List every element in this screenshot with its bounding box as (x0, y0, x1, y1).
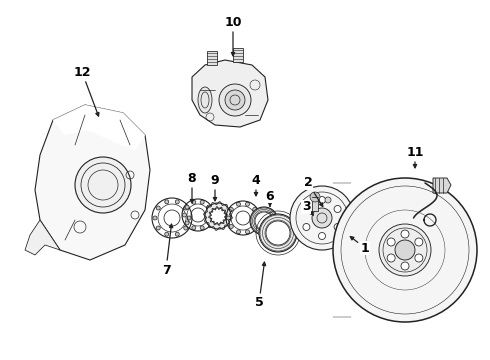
Circle shape (226, 216, 230, 220)
Circle shape (395, 240, 415, 260)
Circle shape (310, 192, 320, 202)
Circle shape (387, 238, 395, 246)
Text: 2: 2 (304, 176, 323, 207)
Text: 11: 11 (406, 145, 424, 168)
Text: 9: 9 (211, 174, 220, 201)
Polygon shape (433, 178, 451, 193)
Circle shape (250, 207, 278, 235)
Bar (233, 48, 243, 62)
Circle shape (229, 207, 233, 211)
Circle shape (312, 208, 332, 228)
Circle shape (237, 202, 241, 206)
Circle shape (205, 203, 231, 229)
Polygon shape (25, 220, 60, 255)
Circle shape (318, 197, 325, 203)
Circle shape (207, 221, 211, 225)
Circle shape (165, 200, 169, 204)
Text: 8: 8 (188, 171, 196, 203)
Circle shape (185, 205, 189, 209)
Circle shape (245, 230, 249, 234)
Circle shape (387, 254, 395, 262)
Circle shape (255, 212, 273, 230)
Bar (207, 51, 217, 65)
Circle shape (153, 216, 157, 220)
Text: 7: 7 (162, 224, 173, 276)
Polygon shape (53, 105, 145, 150)
Circle shape (182, 213, 187, 217)
Circle shape (237, 230, 241, 234)
Circle shape (253, 207, 257, 211)
Text: 12: 12 (73, 66, 99, 116)
Circle shape (334, 224, 341, 230)
Circle shape (303, 206, 310, 212)
Circle shape (207, 205, 211, 209)
Text: 10: 10 (224, 15, 242, 56)
Circle shape (379, 224, 431, 276)
Circle shape (200, 200, 204, 204)
Circle shape (210, 213, 214, 217)
Text: 1: 1 (350, 237, 369, 255)
Circle shape (401, 230, 409, 238)
Circle shape (253, 225, 257, 229)
Circle shape (415, 254, 423, 262)
Circle shape (303, 224, 310, 230)
Circle shape (175, 200, 179, 204)
Circle shape (325, 197, 331, 203)
Circle shape (401, 262, 409, 270)
Circle shape (219, 84, 251, 116)
Circle shape (334, 206, 341, 212)
Circle shape (192, 200, 196, 204)
Circle shape (313, 197, 319, 203)
Circle shape (266, 221, 290, 245)
Circle shape (333, 178, 477, 322)
Circle shape (200, 226, 204, 230)
Circle shape (175, 232, 179, 236)
Circle shape (415, 238, 423, 246)
Circle shape (184, 206, 188, 210)
Bar (312, 197, 318, 211)
Text: 3: 3 (302, 201, 313, 215)
Circle shape (245, 202, 249, 206)
Circle shape (255, 216, 260, 220)
Circle shape (156, 206, 160, 210)
Circle shape (210, 208, 226, 224)
Circle shape (184, 226, 188, 230)
Text: 4: 4 (252, 174, 260, 196)
Circle shape (185, 221, 189, 225)
Circle shape (192, 226, 196, 230)
Circle shape (156, 226, 160, 230)
Circle shape (225, 90, 245, 110)
Circle shape (187, 216, 191, 220)
Text: 6: 6 (266, 189, 274, 206)
Polygon shape (35, 105, 150, 260)
Polygon shape (192, 60, 268, 127)
Circle shape (75, 157, 131, 213)
Circle shape (290, 186, 354, 250)
Circle shape (259, 214, 297, 252)
Ellipse shape (198, 87, 212, 113)
Text: 5: 5 (255, 262, 266, 310)
Circle shape (229, 225, 233, 229)
Circle shape (318, 233, 325, 239)
Circle shape (165, 232, 169, 236)
